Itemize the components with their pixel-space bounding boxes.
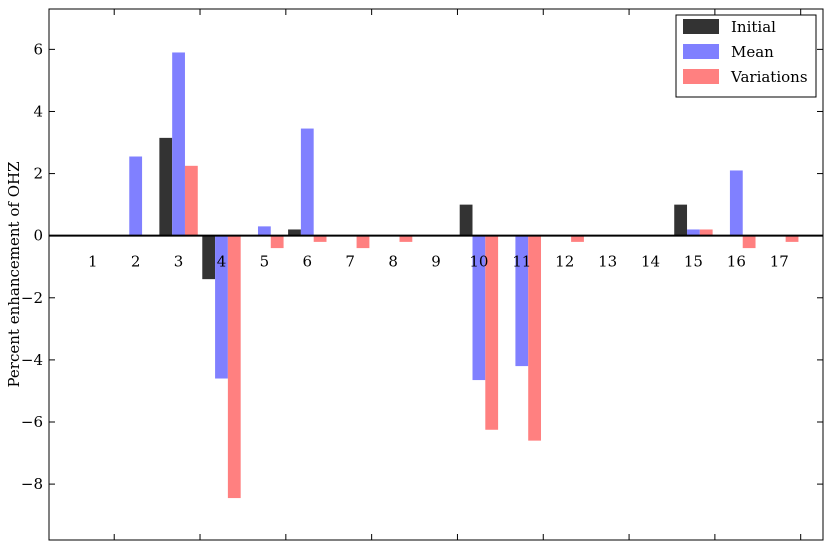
bar-variations-15 <box>699 229 713 236</box>
bar-mean-10 <box>472 235 486 381</box>
bar-initial-15 <box>674 204 688 236</box>
bars-layer <box>129 52 799 499</box>
bar-variations-3 <box>184 165 198 236</box>
category-label-10: 10 <box>469 253 488 271</box>
bar-mean-6 <box>300 128 314 236</box>
bar-initial-6 <box>288 229 301 236</box>
category-label-15: 15 <box>684 253 703 271</box>
bar-mean-4 <box>215 235 228 379</box>
bar-initial-4 <box>202 235 216 280</box>
bar-variations-6 <box>313 235 327 242</box>
category-label-9: 9 <box>431 253 441 271</box>
plot-frame <box>48 8 824 541</box>
legend-label-variations: Variations <box>730 68 808 86</box>
bar-initial-10 <box>459 204 473 236</box>
y-tick-label: −4 <box>21 351 43 369</box>
y-axis-label: Percent enhancement of OHZ <box>5 162 23 388</box>
bar-variations-5 <box>270 235 284 249</box>
bar-mean-2 <box>129 156 143 236</box>
y-tick-label: 0 <box>33 227 43 245</box>
bar-initial-3 <box>159 137 173 236</box>
bar-mean-5 <box>257 226 271 236</box>
category-label-6: 6 <box>303 253 313 271</box>
y-tick-label: 6 <box>33 40 43 58</box>
category-label-8: 8 <box>388 253 398 271</box>
legend-swatch-variations <box>683 69 719 84</box>
category-label-16: 16 <box>727 253 746 271</box>
category-labels: 1 2 3 4 5 6 7 8 9 10 11 12 13 14 15 16 17 <box>88 253 789 271</box>
legend-swatch-initial <box>683 19 719 34</box>
bar-variations-10 <box>485 235 499 430</box>
y-tick-label: 4 <box>33 102 43 120</box>
legend-label-mean: Mean <box>731 43 774 61</box>
bar-mean-3 <box>172 52 185 236</box>
category-label-1: 1 <box>88 253 98 271</box>
bar-variations-4 <box>227 235 241 499</box>
legend-swatch-mean <box>683 44 719 59</box>
y-axis-ticks: 6 4 2 0 −2 −4 −6 −8 <box>21 40 823 493</box>
x-axis-ticks <box>113 9 802 540</box>
category-label-7: 7 <box>345 253 355 271</box>
bar-mean-16 <box>729 170 743 236</box>
bar-variations-17 <box>785 235 799 242</box>
category-label-3: 3 <box>174 253 184 271</box>
category-label-4: 4 <box>217 253 227 271</box>
bar-variations-8 <box>399 235 413 242</box>
y-tick-label: 2 <box>33 165 43 183</box>
category-label-11: 11 <box>512 253 531 271</box>
y-tick-label: −2 <box>21 289 43 307</box>
bar-variations-16 <box>742 235 756 249</box>
bar-mean-15 <box>687 229 700 236</box>
bar-variations-7 <box>356 235 370 249</box>
bar-mean-11 <box>515 235 529 367</box>
y-tick-label: −8 <box>21 475 43 493</box>
category-label-12: 12 <box>555 253 574 271</box>
bar-variations-11 <box>528 235 542 441</box>
category-label-2: 2 <box>131 253 141 271</box>
category-label-5: 5 <box>260 253 270 271</box>
y-tick-label: −6 <box>21 413 43 431</box>
legend: Initial Mean Variations <box>675 14 817 98</box>
category-label-17: 17 <box>770 253 789 271</box>
category-label-14: 14 <box>641 253 660 271</box>
category-label-13: 13 <box>598 253 617 271</box>
legend-label-initial: Initial <box>731 18 776 36</box>
bar-variations-12 <box>571 235 584 242</box>
